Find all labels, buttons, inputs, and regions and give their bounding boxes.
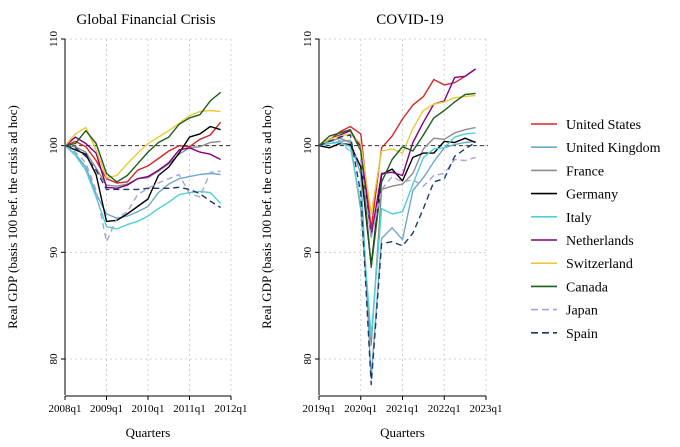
legend-label-united-states: United States [566, 118, 641, 133]
legend-label-italy: Italy [566, 211, 592, 226]
legend-label-spain: Spain [566, 327, 598, 342]
covid-panel: 80 90 100 110 2019q1 2020q1 2021q1 2022q1 2023q1… [259, 12, 503, 440]
gfc-panel: 80 90 100 110 2008q1 2009q1 2010q1 2011q1 2012q1… [5, 12, 248, 440]
legend: United States United Kingdom France Germany… [531, 118, 661, 342]
covid-series-canada [318, 92, 476, 268]
gfc-series-japan [64, 145, 221, 243]
covid-y-axis-label: Real GDP (basis 100 bef. the crisis ad h… [259, 105, 274, 329]
covid-series-italy [318, 132, 476, 338]
covid-x-tick-label: 2021q1 [386, 403, 419, 415]
covid-y-tick-label: 110 [302, 30, 314, 47]
gfc-y-tick-label: 80 [48, 353, 60, 365]
gfc-x-tick-label: 2011q1 [173, 403, 206, 415]
gfc-x-tick-label: 2010q1 [132, 403, 165, 415]
covid-series-united-states [318, 68, 477, 230]
covid-x-tick-label: 2020q1 [344, 403, 377, 415]
covid-series-france [318, 126, 476, 346]
covid-series-switzerland [318, 94, 476, 215]
legend-label-japan: Japan [566, 304, 598, 319]
gfc-series-spain [64, 145, 221, 209]
covid-y-tick-label: 80 [302, 353, 314, 365]
covid-y-tick-label: 100 [302, 137, 314, 154]
legend-label-canada: Canada [566, 280, 609, 295]
gfc-y-tick-label: 90 [48, 246, 60, 257]
gfc-x-tick-label: 2012q1 [215, 403, 248, 415]
covid-x-tick-label: 2023q1 [470, 403, 503, 415]
gfc-series-netherlands [64, 136, 221, 190]
covid-chart-title: COVID-19 [376, 12, 444, 28]
gfc-chart-title: Global Financial Crisis [76, 12, 215, 28]
gfc-series-united-kingdom [64, 145, 221, 219]
covid-x-tick-label: 2022q1 [428, 403, 461, 415]
gfc-x-axis-label: Quarters [126, 425, 171, 440]
covid-series-netherlands [318, 68, 477, 238]
gfc-series-canada [64, 91, 222, 183]
gfc-x-tick-label: 2008q1 [49, 403, 82, 415]
gfc-y-axis-label: Real GDP (basis 100 bef. the crisis ad h… [5, 105, 20, 329]
legend-label-united-kingdom: United Kingdom [566, 141, 661, 156]
covid-x-tick-label: 2019q1 [303, 403, 336, 415]
gfc-y-tick-label: 100 [48, 137, 60, 154]
covid-x-axis-label: Quarters [380, 425, 425, 440]
gfc-series-switzerland [64, 109, 221, 179]
covid-series-japan [318, 139, 476, 240]
gfc-series-united-states [64, 121, 222, 184]
legend-label-germany: Germany [566, 188, 618, 203]
legend-label-netherlands: Netherlands [566, 234, 634, 249]
covid-series-spain [318, 134, 476, 386]
legend-label-switzerland: Switzerland [566, 257, 633, 272]
covid-series-germany [318, 137, 476, 266]
legend-label-france: France [566, 164, 604, 179]
covid-y-tick-label: 90 [302, 246, 314, 257]
gfc-x-tick-label: 2009q1 [90, 403, 123, 415]
gfc-y-tick-label: 110 [48, 30, 60, 47]
